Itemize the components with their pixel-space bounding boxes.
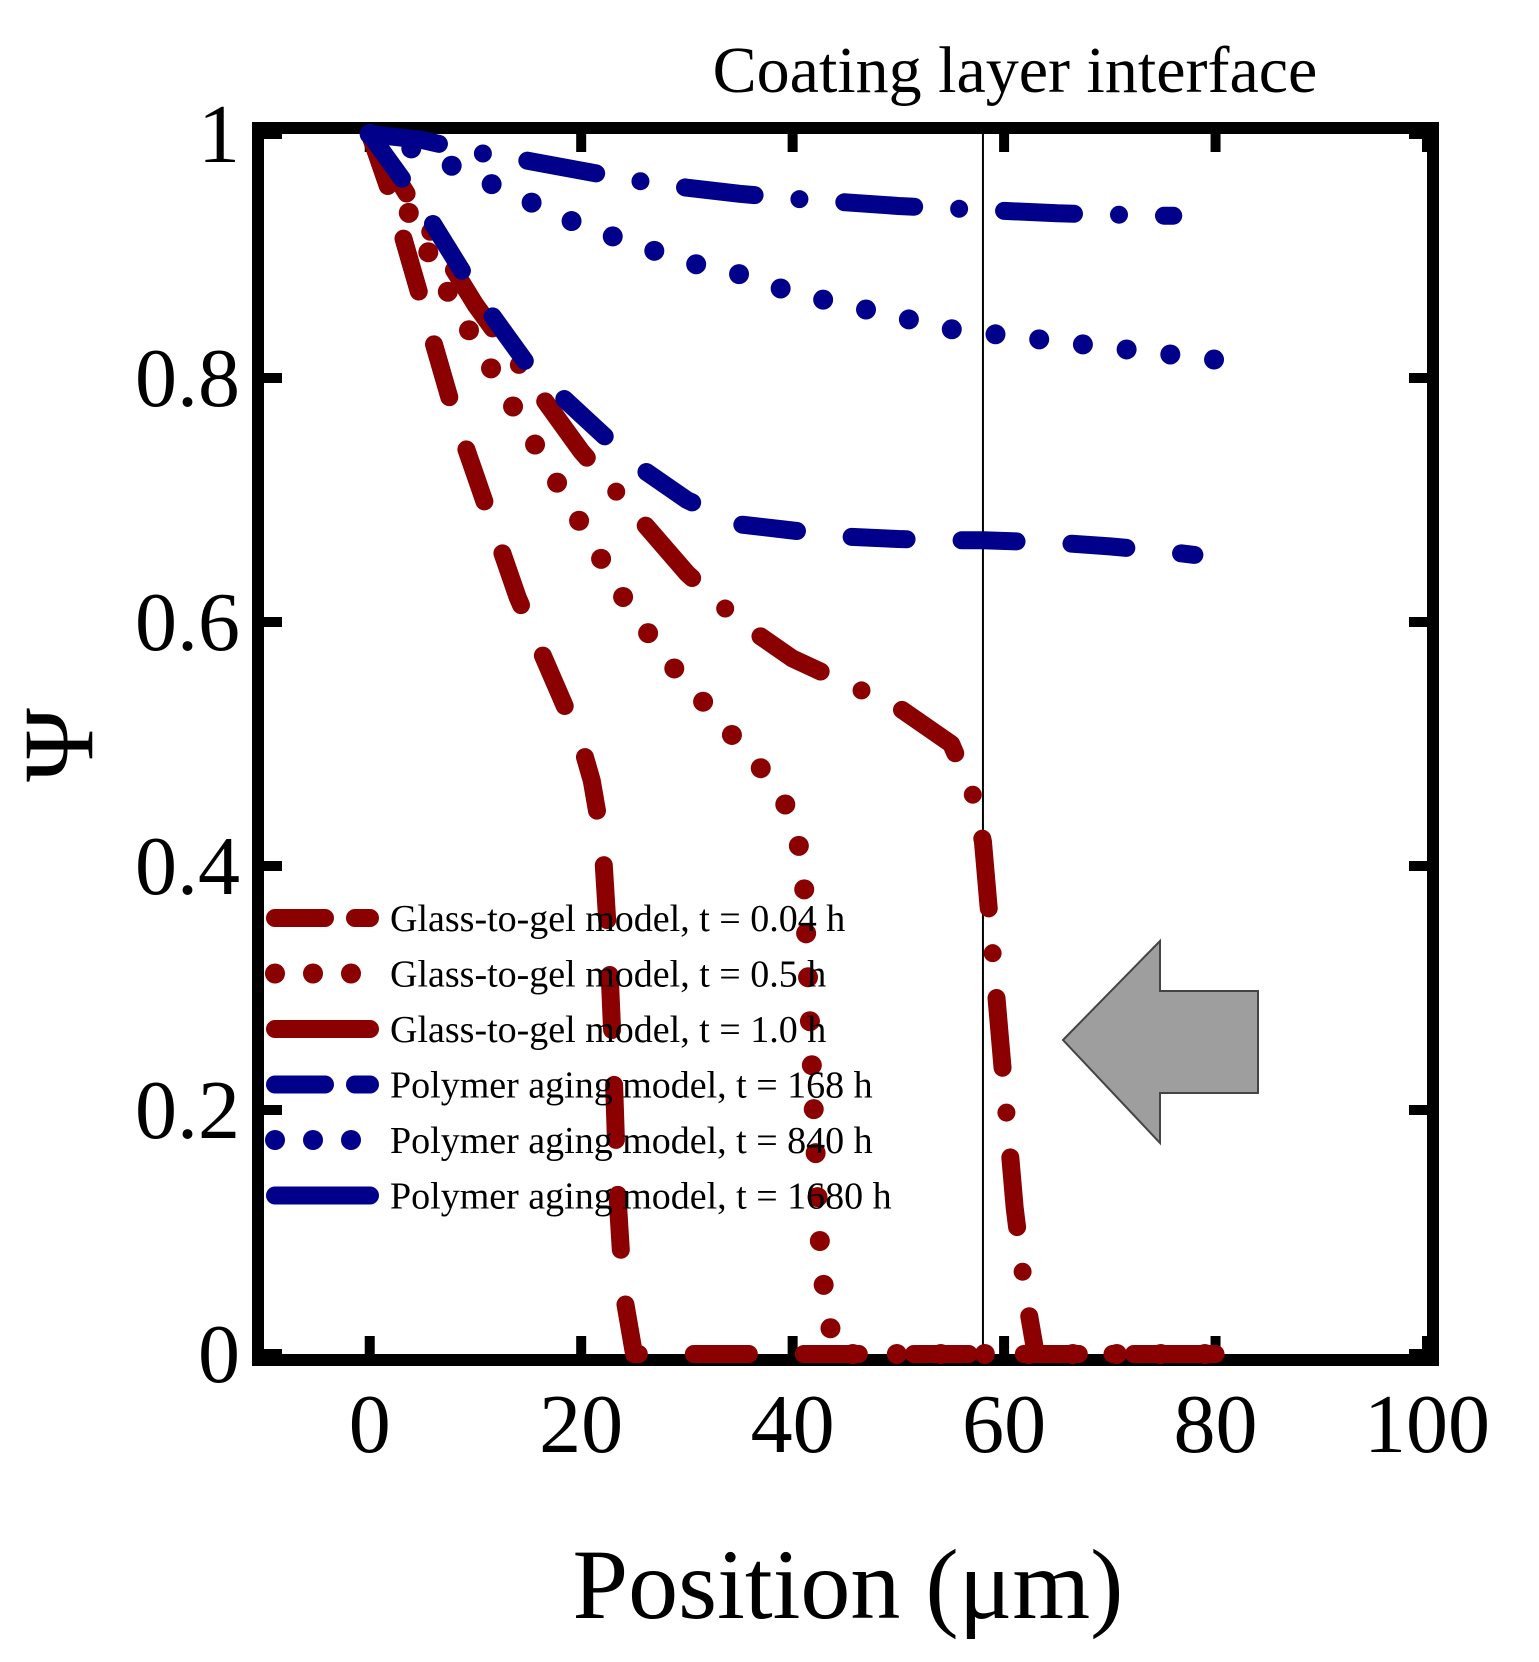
- x-tick-label-2: 40: [751, 1378, 835, 1471]
- series-layer: [359, 124, 1226, 1364]
- x-tick-label-5: 100: [1364, 1378, 1490, 1471]
- y-axis-title: Ψ: [3, 708, 114, 782]
- legend-label-4: Polymer aging model, t = 840 h: [390, 1120, 873, 1162]
- interface-annotation-label: Coating layer interface: [713, 34, 1318, 107]
- series-line-3: [360, 125, 1204, 564]
- y-tick-label-2: 0.4: [135, 820, 240, 913]
- y-tick-label-4: 0.8: [135, 332, 240, 425]
- series-line-0: [360, 125, 1225, 1363]
- series-line-1: [359, 124, 1226, 1364]
- series-line-5: [360, 125, 1183, 225]
- y-tick-label-5: 1: [198, 88, 240, 181]
- series-line-2: [360, 125, 1225, 1363]
- y-tick-labels: 0 0.2 0.4 0.6 0.8 1: [135, 88, 240, 1401]
- legend-label-5: Polymer aging model, t = 1680 h: [390, 1176, 892, 1218]
- legend: Glass-to-gel model, t = 0.04 h Glass-to-g…: [265, 898, 892, 1218]
- legend-label-0: Glass-to-gel model, t = 0.04 h: [390, 898, 845, 940]
- series-line-4: [359, 124, 1226, 370]
- legend-label-3: Polymer aging model, t = 168 h: [390, 1065, 873, 1107]
- x-tick-label-0: 0: [349, 1378, 391, 1471]
- axis-ticks: [264, 129, 1432, 1359]
- x-tick-label-1: 20: [539, 1378, 623, 1471]
- x-tick-label-4: 80: [1174, 1378, 1258, 1471]
- x-axis-title: Position (μm): [573, 1529, 1124, 1640]
- left-arrow-icon: [1061, 938, 1259, 1146]
- y-tick-label-1: 0.2: [135, 1064, 240, 1157]
- y-tick-label-0: 0: [198, 1308, 240, 1401]
- y-tick-label-3: 0.6: [135, 576, 240, 669]
- legend-label-2: Glass-to-gel model, t = 1.0 h: [390, 1009, 826, 1051]
- x-tick-labels: 0 20 40 60 80 100: [349, 1378, 1490, 1471]
- x-tick-label-3: 60: [962, 1378, 1046, 1471]
- legend-label-1: Glass-to-gel model, t = 0.5 h: [390, 954, 826, 996]
